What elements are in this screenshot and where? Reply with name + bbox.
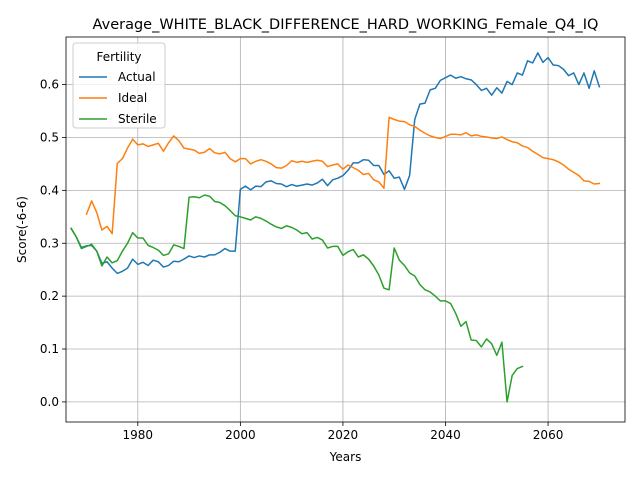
series-line-actual: [70, 52, 601, 275]
legend-frame: [72, 42, 166, 129]
y-tick-label: 0.6: [40, 78, 59, 92]
y-tick-label: 0.2: [40, 289, 59, 303]
legend-entries: Actual Ideal Sterile: [79, 70, 157, 126]
legend-label-actual: Actual: [118, 70, 156, 84]
y-tick-label: 0.4: [40, 183, 59, 197]
y-axis-ticks: 0.0 0.1 0.2 0.3 0.4 0.5 0.6: [40, 78, 66, 409]
legend: Fertility Actual Ideal Sterile: [72, 42, 166, 129]
x-tick-label: 2020: [328, 428, 359, 442]
chart-title: Average_WHITE_BLACK_DIFFERENCE_HARD_WORK…: [93, 17, 599, 33]
series-line-sterile: [70, 194, 524, 403]
series-line-ideal: [85, 116, 601, 235]
y-tick-label: 0.1: [40, 342, 59, 356]
x-axis-ticks: 1980 2000 2020 2040 2060: [123, 422, 564, 442]
x-tick-label: 2060: [533, 428, 564, 442]
y-tick-label: 0.5: [40, 130, 59, 144]
x-tick-label: 2040: [430, 428, 461, 442]
grid-lines: [66, 37, 625, 422]
x-tick-label: 1980: [123, 428, 154, 442]
plot-frame: [65, 36, 626, 423]
legend-title: Fertility: [96, 50, 141, 64]
y-tick-label: 0.3: [40, 236, 59, 250]
y-tick-label: 0.0: [40, 395, 59, 409]
y-axis-label: Score(-6-6): [15, 196, 29, 263]
legend-label-ideal: Ideal: [118, 91, 147, 105]
legend-label-sterile: Sterile: [118, 112, 157, 126]
series-layer: [70, 52, 601, 403]
x-axis-label: Years: [329, 450, 362, 464]
x-tick-label: 2000: [225, 428, 256, 442]
